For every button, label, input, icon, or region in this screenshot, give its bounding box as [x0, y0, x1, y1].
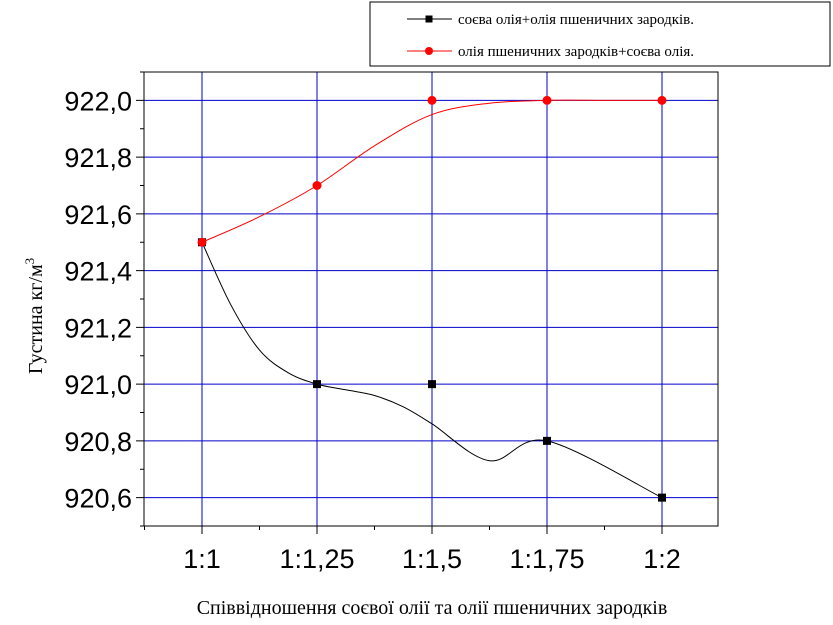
legend-entry-series-1: соєва олія+олія пшеничних зародків. — [407, 12, 694, 28]
x-tick-label: 1:2 — [643, 544, 681, 574]
y-tick-label: 920,6 — [64, 484, 132, 514]
legend-label-series-2: олія пшеничних зародків+соєва олія. — [458, 44, 694, 60]
legend-label-series-1: соєва олія+олія пшеничних зародків. — [458, 12, 694, 28]
x-tick-label: 1:1,75 — [509, 544, 584, 574]
legend-marker-series-2 — [425, 47, 433, 55]
data-point-series-1 — [658, 493, 666, 502]
legend-box — [369, 1, 831, 67]
y-tick-label: 921,2 — [64, 313, 132, 343]
series-line-1 — [201, 242, 663, 499]
x-tick-label: 1:1,25 — [279, 544, 354, 574]
data-point-series-1 — [313, 380, 321, 389]
x-axis-title: Співвідношення соєвої олії та олії пшени… — [197, 597, 668, 619]
y-axis-title: Густина кг/м3 — [22, 258, 47, 374]
plot-frame — [143, 71, 719, 527]
x-tick-label: 1:1 — [183, 544, 221, 574]
legend-marker-series-1 — [425, 15, 433, 23]
legend: соєва олія+олія пшеничних зародків. олія… — [369, 1, 831, 67]
y-axis-title-main: Густина кг/м — [25, 264, 47, 374]
y-tick-label: 920,8 — [64, 427, 132, 457]
data-point-series-1 — [543, 436, 551, 445]
data-point-series-2 — [312, 181, 322, 190]
x-tick-label: 1:1,5 — [402, 544, 462, 574]
plot-area: 920,6 920,8 921,0 921,2 921,4 921,6 921,8 922,0… — [64, 71, 719, 574]
y-tick-label: 921,0 — [64, 370, 132, 400]
data-point-series-2 — [197, 237, 207, 247]
y-tick-label: 922,0 — [64, 86, 132, 116]
data-point-series-2 — [657, 95, 667, 105]
data-point-series-2 — [542, 95, 552, 105]
y-tick-label: 921,6 — [64, 200, 132, 230]
series-line-2 — [201, 99, 662, 243]
legend-entry-series-2: олія пшеничних зародків+соєва олія. — [407, 44, 694, 60]
y-axis-title-superscript: 3 — [22, 258, 37, 265]
y-tick-label: 921,8 — [64, 143, 132, 173]
data-point-series-1 — [428, 380, 436, 389]
y-tick-label: 921,4 — [64, 257, 132, 287]
data-point-series-2 — [427, 95, 437, 105]
